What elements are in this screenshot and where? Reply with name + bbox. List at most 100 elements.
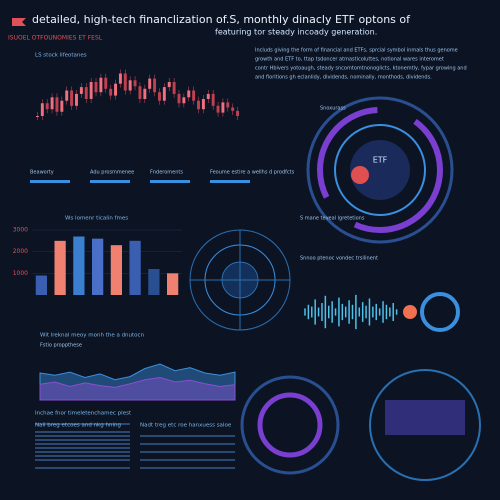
candle [75,93,78,106]
text-line [140,443,235,445]
text-line [140,451,235,453]
bars-title: Ws lomenr ticalin fmes [65,216,128,222]
candle [79,87,83,94]
side-text: S mane teveal lgretetions [300,216,365,222]
candle [206,93,210,99]
bottom-rings [240,369,481,481]
metric-label: Beaworty [30,170,54,176]
candle [65,90,69,101]
candle [177,93,181,104]
text-line [35,439,130,441]
y-tick-label: 2000 [13,248,28,255]
candle [167,82,171,88]
candle [182,97,186,104]
intro-line: growth and ETF to, ttap tsdoncer atmasti… [255,57,444,63]
text-line [35,447,130,449]
gauge-label: ETF [373,156,388,165]
bar [167,273,179,295]
ring-fill [385,400,465,435]
candle [104,77,108,89]
text-line [35,459,130,461]
candle-title: LS stock lifeotanes [35,53,87,59]
title: detailed, high-tech financlization of.S,… [32,13,411,26]
candle [50,97,54,110]
text-line [35,435,130,437]
candle [197,100,200,110]
footer-text: Nadt treg etc roe hanxuess saloe [140,423,232,429]
candle [118,73,122,84]
intro-line: Includs giving the form of financial and… [255,48,458,54]
candle [201,99,205,110]
dial-dot [403,305,417,319]
candle [138,86,142,99]
metric-bar [150,180,190,183]
candle [60,100,64,112]
candle [236,110,240,116]
ring [369,369,481,481]
text-line [140,467,235,469]
area-subtitle: Fstio proppthese [40,343,82,349]
footer-text: Inchae fnor timeletenchamec plest [35,411,132,417]
text-line [35,431,130,433]
candle [94,82,98,93]
metric-label: Feoume estire a wellhs d prodfcts [210,170,295,176]
text-line [140,459,235,461]
candle [109,88,113,96]
candle [99,77,103,93]
bar [73,236,85,295]
bar [110,245,122,295]
metric-bar [30,180,70,183]
bar [54,240,66,295]
candle [158,92,161,101]
radar [189,229,291,331]
metric-label: Adu prosmmenee [90,170,134,176]
footer-text: Nail breg etcoes and nkg hning [35,423,121,429]
candle [187,90,191,98]
bar [92,238,104,295]
candle [143,88,147,99]
candle [45,103,49,110]
gauge-ring [317,107,443,233]
gauge-core [350,140,410,200]
metric-bar [210,180,250,183]
candle [70,90,74,106]
candle [40,103,44,116]
bar [129,240,141,295]
bar [35,275,47,295]
candle [153,78,157,93]
text-line [35,455,130,457]
area [39,376,236,401]
candle [211,93,215,106]
candle [162,87,166,101]
y-tick-label: 1000 [13,270,28,277]
bar [148,269,160,295]
candle [114,83,117,96]
candle [221,102,225,113]
dial [420,292,460,332]
area-title: Wit lreknal meoy monh the a dnutocn [40,333,145,339]
text-line [35,423,130,425]
metric-bar [90,180,130,183]
gauge-ring [306,96,454,244]
candle [133,80,137,87]
candle [226,102,230,108]
candle [84,87,88,99]
text-line [35,467,130,469]
candle [192,90,196,101]
candle [123,73,127,91]
intro-line: and fioritions gh eclanlidy, dividends, … [255,75,432,81]
ring [240,375,340,475]
gauge-ring [334,124,426,216]
subtitle: featuring tor steady incoady generation. [215,28,377,37]
flag-icon [12,18,26,26]
metric-label: Fnderoments [150,170,183,176]
candle [172,82,176,94]
gauge [306,96,454,244]
candle [148,78,152,89]
candle [128,80,132,91]
gauge-dot [351,166,369,184]
candle [216,105,220,113]
y-tick-label: 3000 [13,227,28,234]
candle [231,107,235,111]
